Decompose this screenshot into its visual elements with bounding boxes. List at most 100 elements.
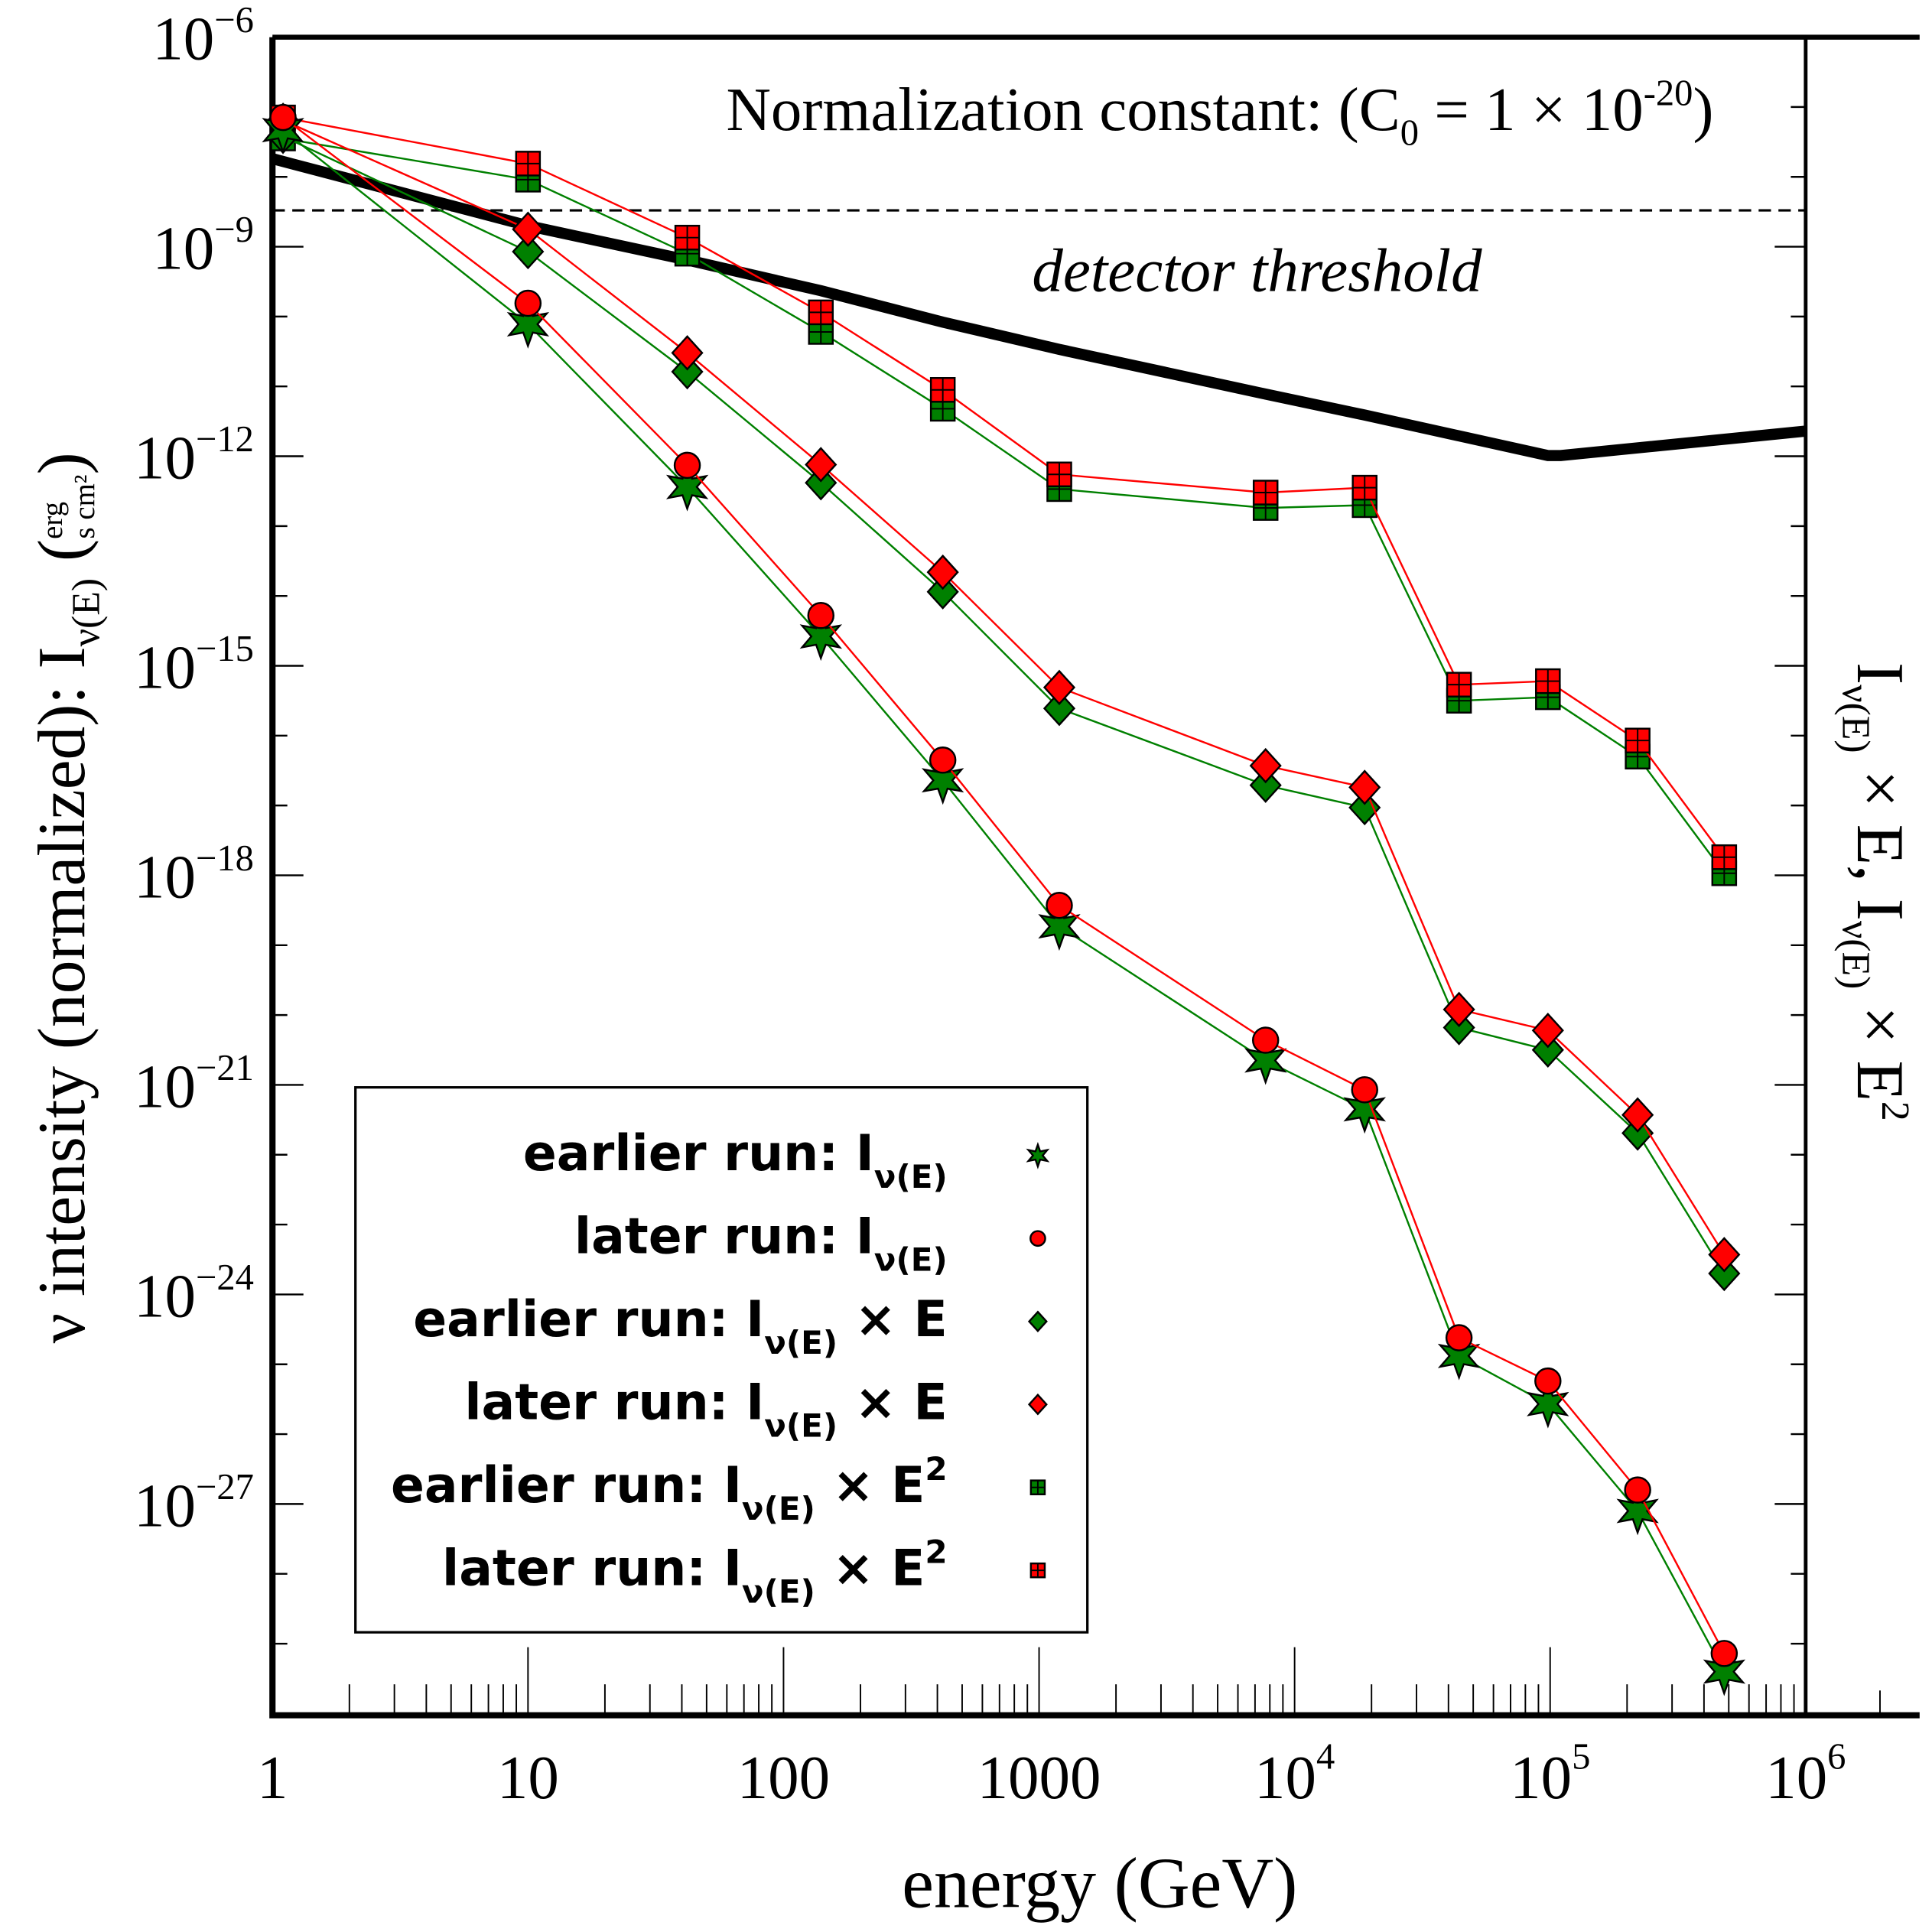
- circle-marker: [1251, 1026, 1280, 1054]
- diamond-marker: [1027, 1310, 1048, 1332]
- x-tick-label: 10: [497, 1743, 559, 1812]
- series-5: [270, 104, 1738, 870]
- diamond-marker: [512, 211, 545, 247]
- legend-text-part: ν(E): [764, 1407, 838, 1444]
- series-line: [282, 129, 1725, 1673]
- star-marker: [1527, 1379, 1569, 1429]
- square-marker: [1351, 474, 1377, 501]
- legend-text-part: earlier run: I: [523, 1125, 874, 1182]
- square-marker: [808, 299, 834, 326]
- svg-text:Iν(E) × E, Iν(E) × E2: Iν(E) × E, Iν(E) × E2: [1833, 662, 1917, 1121]
- circle-marker: [929, 746, 957, 774]
- diamond-marker: [1531, 1032, 1564, 1068]
- square-cross: [1047, 462, 1072, 486]
- legend-text-part: earlier run: I: [391, 1457, 742, 1514]
- series-line: [282, 119, 1725, 1256]
- square-cross: [1625, 728, 1650, 753]
- legend-text-part: earlier run: I: [413, 1291, 764, 1348]
- legend-text-part: ν(E): [742, 1490, 815, 1527]
- series-line: [282, 116, 1725, 858]
- legend-label: later run: Iν(E) × E2: [442, 1533, 948, 1610]
- x-tick-label: 105: [1510, 1735, 1590, 1812]
- diamond-marker: [1442, 1010, 1475, 1046]
- square-cross: [1030, 1563, 1045, 1578]
- legend-text-part: × E: [838, 1374, 948, 1432]
- series-line: [282, 116, 1725, 1654]
- legend-text-part: 2: [925, 1450, 947, 1488]
- diamond-marker: [1249, 747, 1282, 784]
- y-tick-label: 10−12: [134, 418, 254, 493]
- legend-text-part: later run: I: [464, 1374, 764, 1432]
- y-tick-label: 10−24: [134, 1257, 254, 1331]
- legend-label: later run: Iν(E): [574, 1208, 948, 1279]
- square-cross: [1352, 476, 1377, 500]
- square-cross: [1712, 845, 1736, 870]
- star-marker: [799, 612, 842, 662]
- diamond-marker: [512, 233, 545, 270]
- star-marker: [1703, 1647, 1746, 1696]
- star-marker: [665, 462, 709, 512]
- y2-axis-label: Iν(E) × E, Iν(E) × E2: [1833, 662, 1917, 1121]
- x-tick-label: 104: [1254, 1735, 1335, 1812]
- circle-marker: [807, 602, 834, 629]
- y-tick-label: 10−27: [134, 1466, 254, 1540]
- y-tick-label: 10−9: [152, 209, 254, 283]
- diamond-marker: [926, 554, 959, 590]
- circle-marker: [1534, 1367, 1562, 1395]
- square-marker: [929, 377, 956, 403]
- diamond-marker: [1442, 991, 1475, 1027]
- circle-marker: [673, 451, 701, 480]
- legend-label: earlier run: Iν(E) × E: [413, 1291, 947, 1361]
- square-marker: [1625, 727, 1651, 753]
- circle-marker: [514, 289, 542, 317]
- diamond-marker: [1348, 789, 1381, 826]
- square-cross: [931, 378, 955, 402]
- square-marker: [515, 151, 542, 177]
- square-cross: [1447, 672, 1472, 697]
- x-axis-label: energy (GeV): [902, 1844, 1297, 1924]
- normalization-annotation: Normalization constant: (C0 = 1 × 10-20): [726, 73, 1713, 154]
- circle-marker: [1351, 1076, 1378, 1104]
- circle-marker: [1710, 1640, 1738, 1667]
- diamond-marker: [1708, 1237, 1741, 1273]
- y-tick-label: 10−15: [134, 628, 254, 702]
- legend-text-part: later run: I: [442, 1540, 742, 1598]
- diamond-marker: [805, 465, 838, 501]
- x-tick-label: 1: [257, 1743, 288, 1812]
- y-tick-label: 10−18: [134, 838, 254, 912]
- series-line: [282, 137, 1725, 874]
- series-line: [282, 135, 1725, 1274]
- diamond-marker: [1621, 1097, 1654, 1133]
- series-1: [269, 103, 1738, 1667]
- legend-text-part: later run: I: [574, 1208, 874, 1266]
- legend-text-part: ν(E): [874, 1241, 948, 1278]
- legend-label: later run: Iν(E) × E: [464, 1374, 947, 1445]
- svg-text:ν intensity (normalized): Iν(E: ν intensity (normalized): Iν(E) (ergs cm…: [24, 452, 108, 1343]
- series-2: [266, 119, 1741, 1292]
- diamond-marker: [926, 574, 959, 610]
- legend-text-part: 2: [925, 1533, 947, 1570]
- square-marker: [1711, 844, 1738, 870]
- legend-text-part: × E: [815, 1457, 925, 1514]
- x-tick-label: 106: [1765, 1735, 1846, 1812]
- circle-marker: [1624, 1476, 1651, 1504]
- diamond-marker: [1621, 1115, 1654, 1151]
- diamond-marker: [1531, 1013, 1564, 1049]
- square-marker: [1029, 1479, 1046, 1495]
- legend-text-part: × E: [815, 1540, 925, 1598]
- square-cross: [1030, 1480, 1045, 1495]
- legend: earlier run: Iν(E)later run: Iν(E)earlie…: [354, 1086, 1089, 1634]
- diamond-marker: [1042, 669, 1076, 705]
- legend-text-part: ν(E): [742, 1573, 815, 1610]
- square-cross: [675, 226, 700, 250]
- square-marker: [1029, 1562, 1046, 1579]
- square-cross: [808, 300, 833, 324]
- star-marker: [1038, 902, 1081, 951]
- star-marker: [1437, 1331, 1481, 1381]
- diamond-marker: [1348, 769, 1381, 805]
- diamond-marker: [1249, 767, 1282, 803]
- threshold-curve: [271, 153, 1807, 461]
- legend-text-part: ν(E): [874, 1158, 948, 1195]
- diamond-marker: [1042, 691, 1076, 727]
